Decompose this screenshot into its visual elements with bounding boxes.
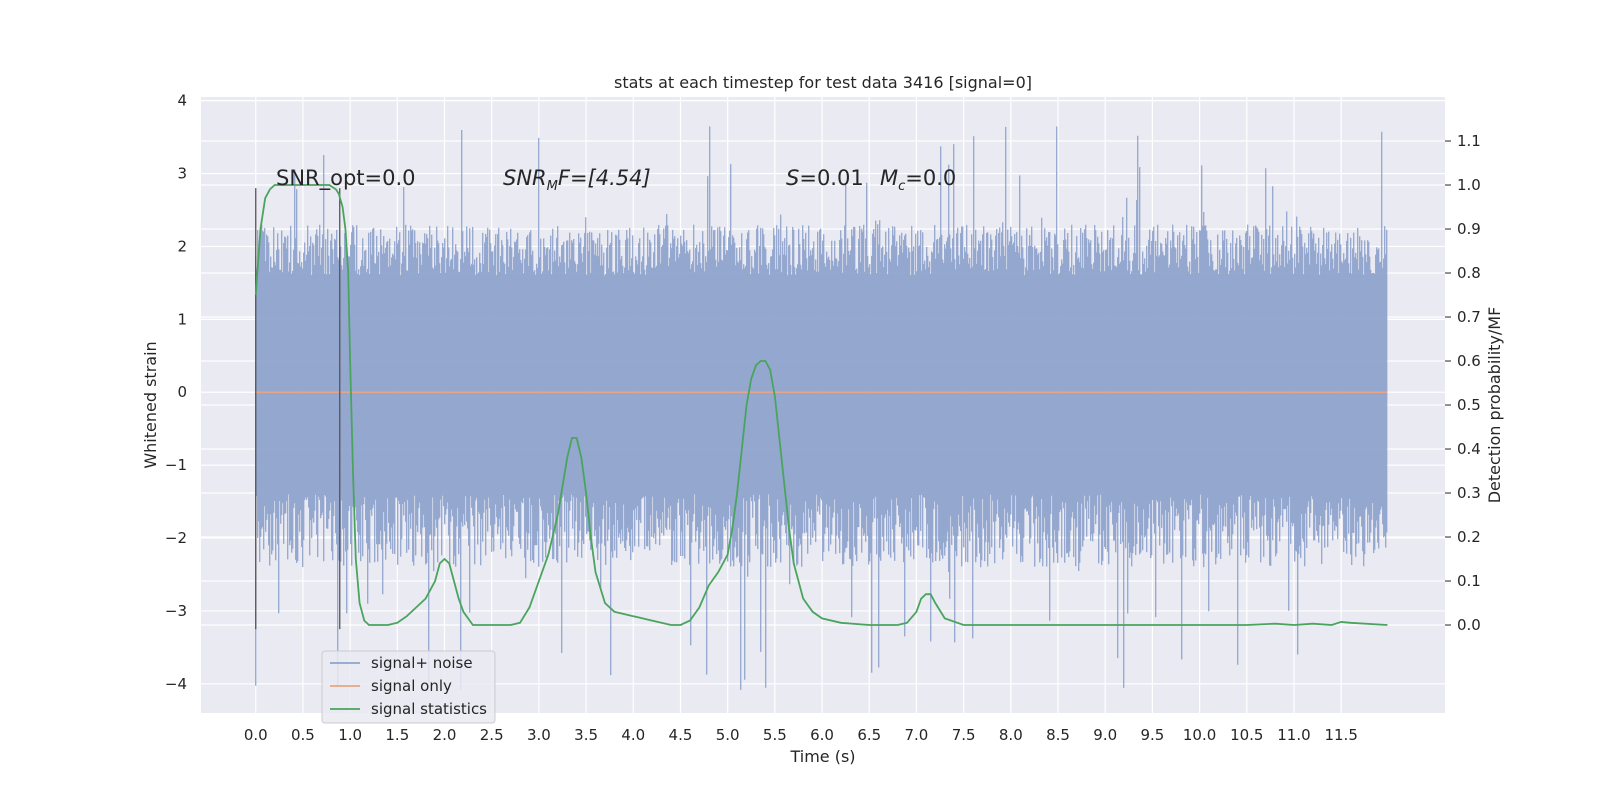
y-axis-label-right: Detection probability/MF bbox=[1485, 307, 1504, 504]
x-tick-label: 3.0 bbox=[527, 726, 551, 744]
y-tick-label: −1 bbox=[165, 456, 187, 474]
annotation-mc: Mc=0.0 bbox=[880, 166, 956, 194]
annotation-snr-opt: SNR_opt=0.0 bbox=[276, 166, 416, 191]
y-tick-label: −3 bbox=[165, 602, 187, 620]
tick-labels: 0.0 0.5 1.0 1.5 2.0 2.5 3.0 3.5 4.0 4.5 5.0 5.5 6.0 6… bbox=[165, 92, 1481, 744]
x-tick-label: 8.5 bbox=[1046, 726, 1070, 744]
x-tick-label: 4.0 bbox=[621, 726, 645, 744]
y-right-tick-label: 0.7 bbox=[1457, 308, 1481, 326]
y-right-tick-label: 0.5 bbox=[1457, 396, 1481, 414]
annotations: SNR_opt=0.0 SNRMF=[4.54] S=0.01 Mc=0.0 bbox=[276, 166, 956, 194]
y-right-tick-label: 0.6 bbox=[1457, 352, 1481, 370]
annotation-s: S=0.01 bbox=[786, 166, 864, 190]
signal-statistics-line bbox=[254, 184, 1388, 626]
legend-box bbox=[321, 650, 496, 724]
x-tick-label: 4.5 bbox=[669, 726, 693, 744]
x-tick-label: 0.5 bbox=[291, 726, 315, 744]
legend: signal+ noise signal only signal statist… bbox=[321, 650, 496, 724]
series-lines bbox=[254, 184, 1388, 630]
y-right-tick-label: 0.0 bbox=[1457, 616, 1481, 634]
x-tick-label: 11.0 bbox=[1277, 726, 1310, 744]
y-right-tick-label: 1.0 bbox=[1457, 176, 1481, 194]
x-tick-label: 7.5 bbox=[952, 726, 976, 744]
y-tick-label: −4 bbox=[165, 675, 187, 693]
x-tick-label: 5.0 bbox=[716, 726, 740, 744]
x-tick-label: 7.0 bbox=[905, 726, 929, 744]
y-tick-label: 2 bbox=[177, 237, 187, 255]
x-tick-label: 2.5 bbox=[480, 726, 504, 744]
x-tick-label: 10.0 bbox=[1183, 726, 1216, 744]
chart-title: stats at each timestep for test data 341… bbox=[614, 73, 1032, 92]
x-tick-label: 6.5 bbox=[857, 726, 881, 744]
y-right-tick-label: 1.1 bbox=[1457, 132, 1481, 150]
x-tick-label: 8.0 bbox=[999, 726, 1023, 744]
legend-label-signal-only: signal only bbox=[371, 677, 452, 695]
y-right-tick-label: 0.3 bbox=[1457, 484, 1481, 502]
x-tick-label: 11.5 bbox=[1324, 726, 1357, 744]
y-tick-label: 1 bbox=[177, 310, 187, 328]
y-tick-label: 4 bbox=[177, 92, 187, 110]
y-tick-label: 0 bbox=[177, 383, 187, 401]
x-axis-label: Time (s) bbox=[789, 747, 855, 766]
y-tick-label: 3 bbox=[177, 165, 187, 183]
annotation-snr-mf: SNRMF=[4.54] bbox=[503, 166, 651, 194]
legend-label-signal-plus-noise: signal+ noise bbox=[371, 654, 473, 672]
y-right-tick-label: 0.9 bbox=[1457, 220, 1481, 238]
x-tick-label: 1.5 bbox=[385, 726, 409, 744]
y-right-tick-label: 0.4 bbox=[1457, 440, 1481, 458]
x-tick-label: 1.0 bbox=[338, 726, 362, 744]
y-axis-label: Whitened strain bbox=[141, 341, 160, 468]
x-tick-label: 6.0 bbox=[810, 726, 834, 744]
x-tick-label: 0.0 bbox=[244, 726, 268, 744]
x-tick-label: 3.5 bbox=[574, 726, 598, 744]
x-tick-label: 5.5 bbox=[763, 726, 787, 744]
y-right-tick-label: 0.1 bbox=[1457, 572, 1481, 590]
x-tick-label: 10.5 bbox=[1230, 726, 1263, 744]
x-tick-label: 9.0 bbox=[1093, 726, 1117, 744]
y-right-tick-label: 0.8 bbox=[1457, 264, 1481, 282]
legend-label-signal-statistics: signal statistics bbox=[371, 700, 487, 718]
x-tick-label: 9.5 bbox=[1140, 726, 1164, 744]
y-right-tick-label: 0.2 bbox=[1457, 528, 1481, 546]
x-tick-label: 2.0 bbox=[433, 726, 457, 744]
y-tick-label: −2 bbox=[165, 529, 187, 547]
